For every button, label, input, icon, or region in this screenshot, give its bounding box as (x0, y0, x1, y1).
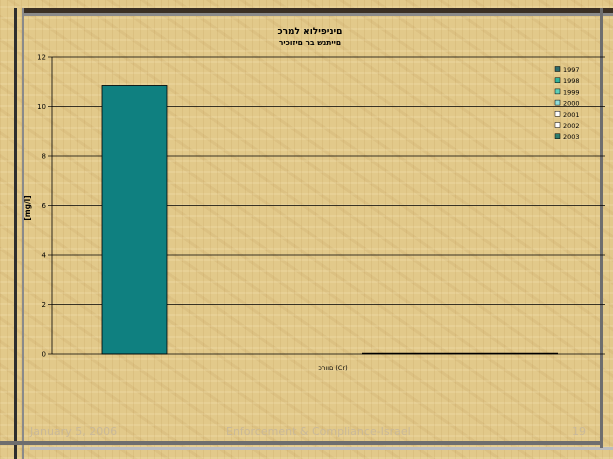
frame-left-line-dark (14, 8, 17, 459)
y-tick-label-0: 0 (42, 351, 46, 359)
bar-1997 (101, 85, 168, 355)
legend-label-1997: 1997 (563, 66, 580, 74)
legend-label-2000: 2000 (563, 100, 580, 108)
legend-swatch-2000 (554, 99, 561, 106)
legend: 1997 1998 1999 2000 2001 2002 2003 (554, 66, 580, 141)
frame-bottom-bar-dark (0, 441, 600, 445)
legend-label-2002: 2002 (563, 122, 580, 130)
y-tick-label-8: 8 (42, 153, 46, 161)
y-tick-label-10: 10 (37, 103, 46, 111)
frame-top-bar-dark (22, 8, 613, 13)
footer-page-number: 19 (572, 425, 586, 438)
legend-swatch-2001 (554, 111, 561, 117)
y-tick-label-4: 4 (42, 252, 47, 260)
legend-swatch-2003 (554, 133, 561, 139)
y-tick-label-2: 2 (42, 301, 46, 309)
legend-label-1999: 1999 (563, 88, 580, 96)
legend-label-1998: 1998 (563, 77, 580, 85)
y-tick-labels: 0 2 4 6 8 10 12 (37, 54, 52, 359)
legend-swatch-1999 (554, 88, 561, 95)
frame-left-line-gray (22, 8, 24, 459)
legend-swatch-1998 (554, 77, 561, 83)
frame-bottom-bar-light (30, 447, 613, 450)
legend-label-2003: 2003 (563, 133, 580, 141)
y-axis-label: [mg/l] (23, 195, 32, 220)
y-tick-label-12: 12 (37, 54, 46, 62)
chart-title: םיניפילוא למרכ (278, 27, 343, 37)
bars (101, 85, 558, 355)
footer-center: Enforcement & Compliance-Israel (226, 425, 411, 438)
legend-label-2001: 2001 (563, 111, 580, 119)
chart-subtitle: םייתנש בר םיזוכיר (279, 38, 341, 47)
frame-right-line-dark (600, 8, 603, 448)
legend-swatch-1997 (554, 66, 561, 72)
legend-swatch-2002 (554, 122, 561, 128)
x-category-label: םוורכ (Cr) (318, 364, 347, 372)
frame-top-bar-gray (22, 13, 613, 16)
footer-date: January 5, 2006 (30, 425, 118, 438)
y-tick-label-6: 6 (42, 202, 47, 210)
